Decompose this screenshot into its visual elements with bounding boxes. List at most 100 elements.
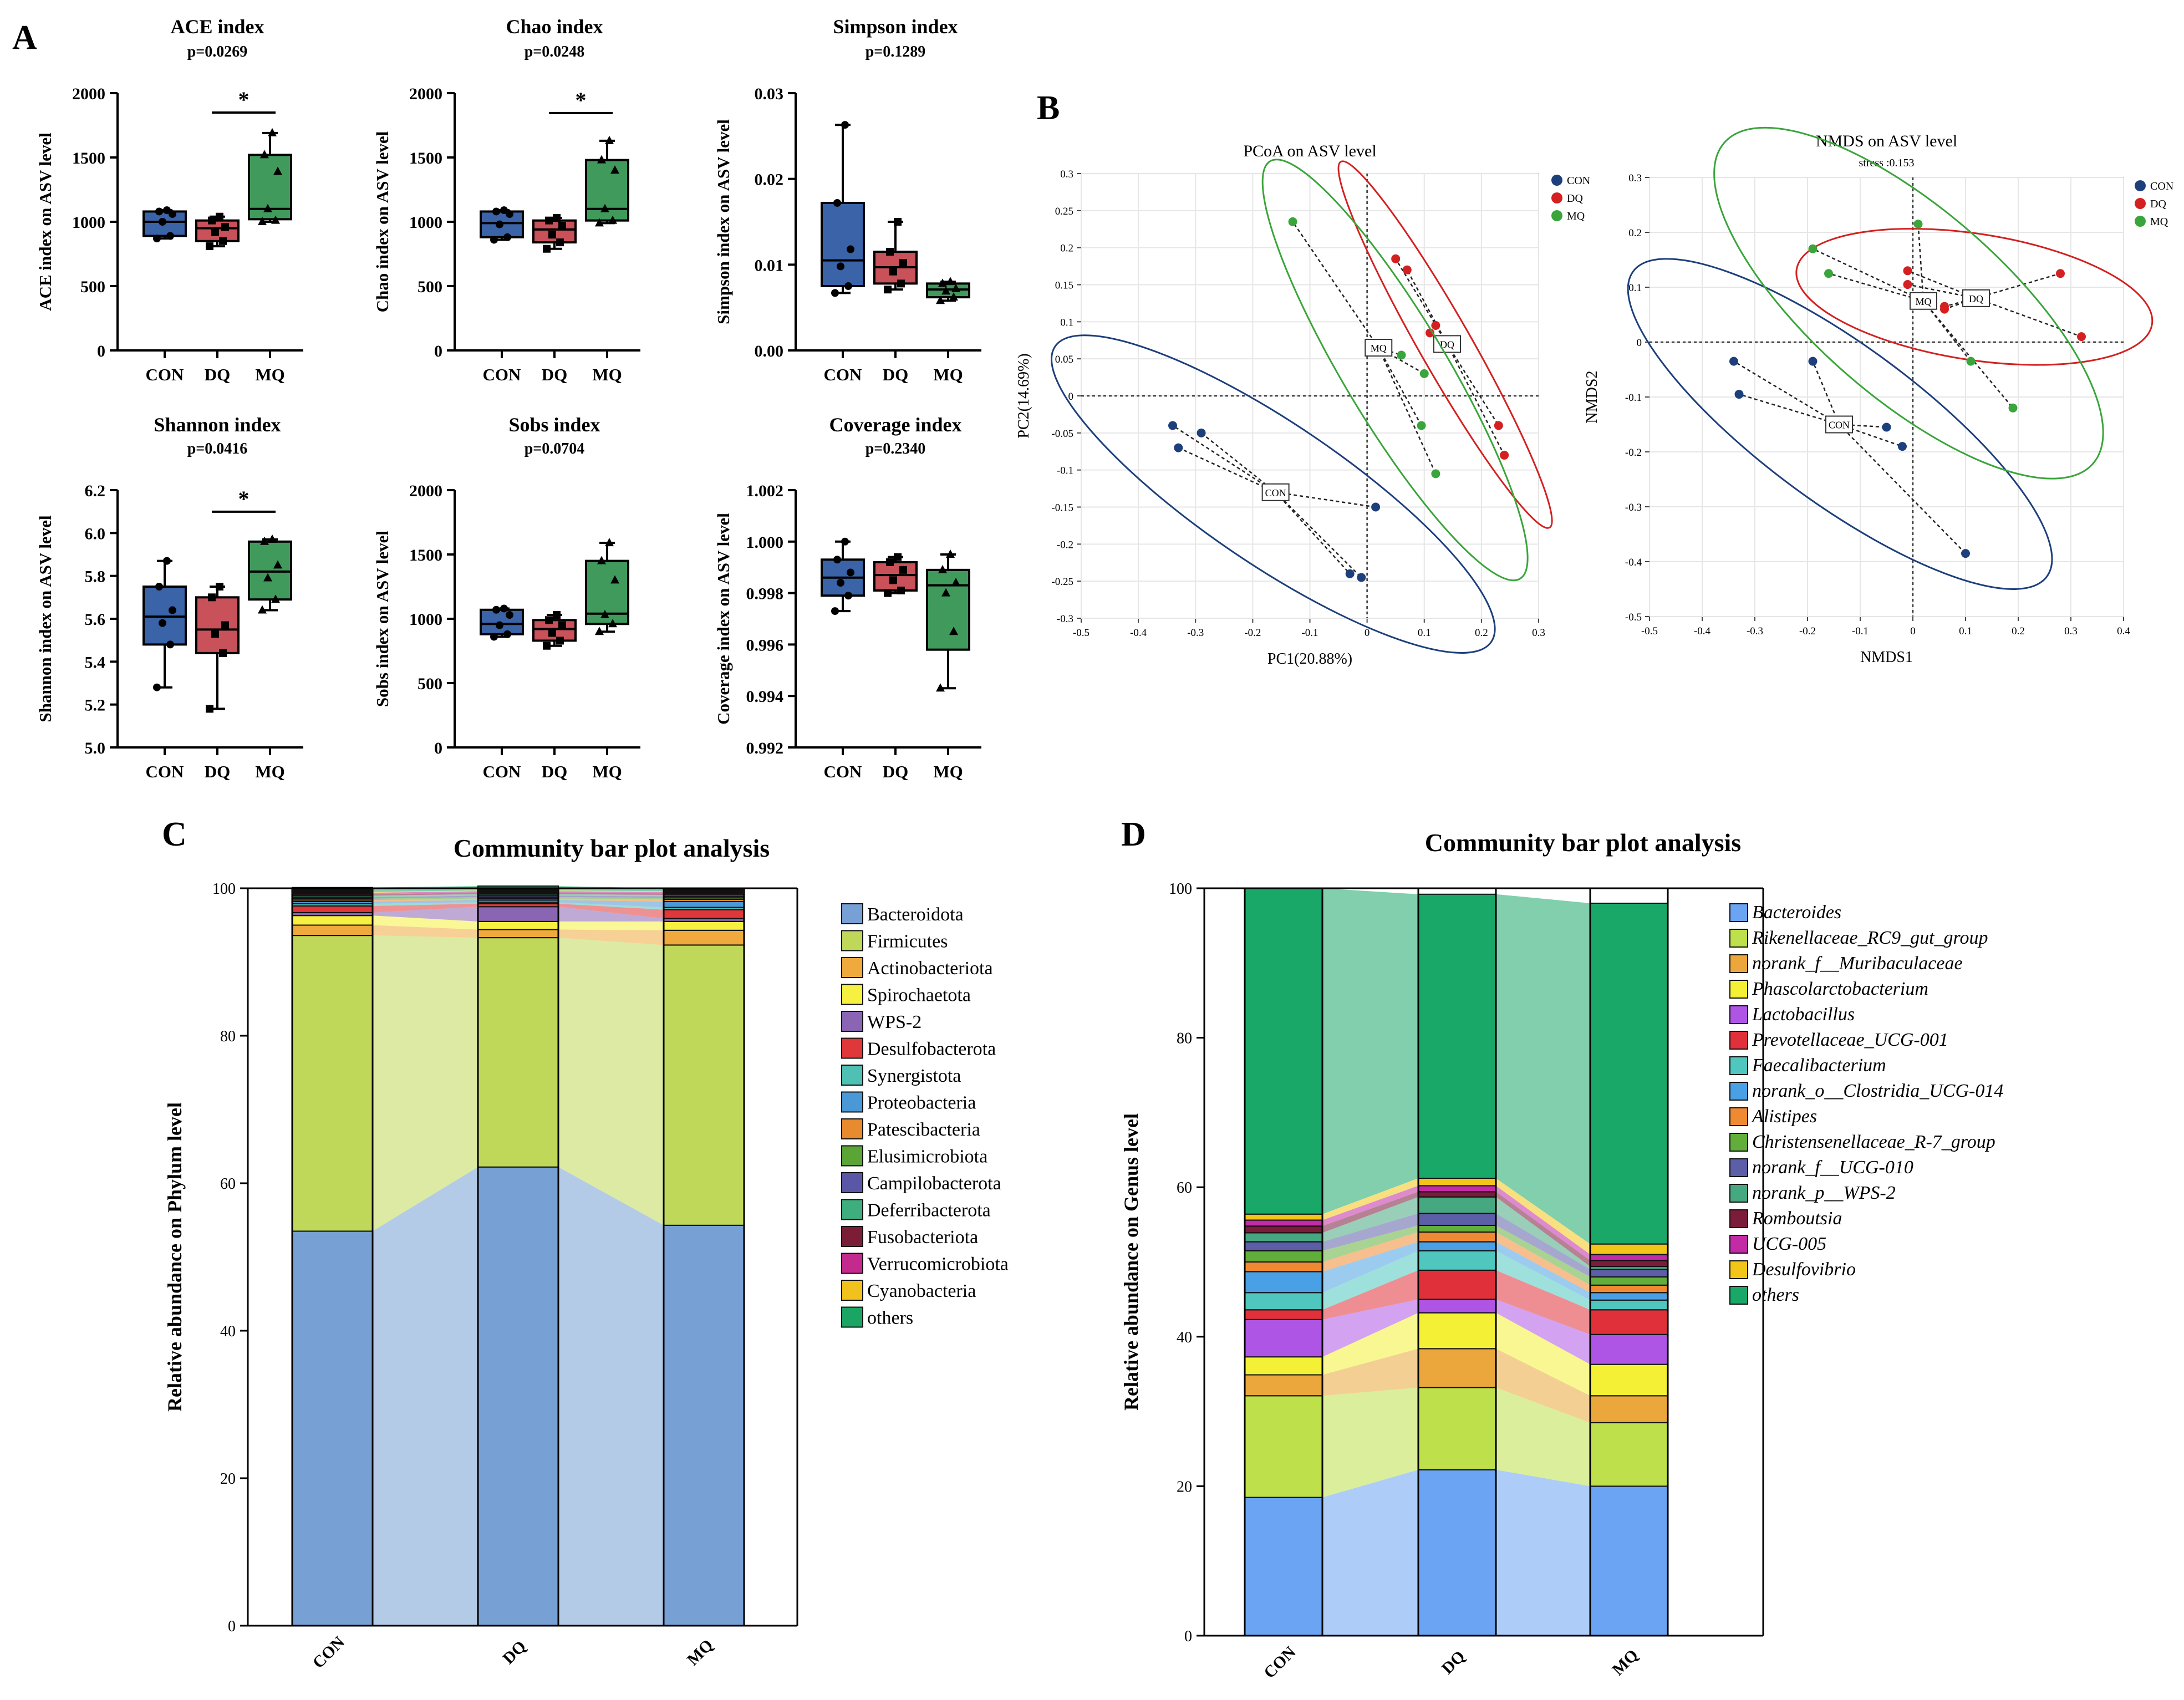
sample-point (1419, 369, 1429, 378)
sample-point (1197, 428, 1206, 437)
y-tick-label: 0 (97, 342, 105, 360)
legend-swatch (841, 1253, 863, 1274)
data-point (833, 198, 841, 207)
x-tick-label: DQ (205, 762, 231, 781)
ribbon-Rikenellaceae_RC9_gut_group (1496, 1387, 1590, 1487)
y-tick-label: 80 (1177, 1030, 1192, 1047)
bar-segment-Romboutsia (1590, 1260, 1668, 1268)
chart-title: NMDS on ASV level (1816, 132, 1957, 150)
ribbon-Firmicutes (558, 938, 664, 1225)
y-tick-label: 500 (418, 675, 442, 693)
legend-label: norank_f__UCG-010 (1752, 1157, 1913, 1178)
bar-top-cap (664, 888, 744, 894)
confidence-ellipse-dq (1337, 160, 1553, 529)
x-tick-label: CON (824, 762, 862, 781)
bar-segment-others (1418, 893, 1496, 1179)
data-point (951, 578, 960, 587)
boxplot-shannon: Shannon index p=0.0416 5.0 5.2 5.4 5.6 5.8 6.0 6… (35, 414, 303, 781)
centroid-box (1365, 339, 1393, 357)
y-tick-label: 40 (220, 1323, 236, 1340)
data-point (155, 207, 163, 216)
x-tick-label: CON (1260, 1643, 1300, 1682)
sample-point (1417, 421, 1426, 430)
y-tick-label: 6.0 (85, 525, 106, 543)
bar-segment-Lactobacillus (1418, 1299, 1496, 1314)
ribbon-Fusobacteriota (373, 892, 478, 896)
data-point (844, 282, 852, 290)
x-tick-label: CON (824, 365, 862, 384)
phylum-community-barplot: Community bar plot analysis CON DQ MQ 0 20 40 6… (164, 834, 1009, 1672)
legend-label: Prevotellaceae_UCG-001 (1752, 1030, 1948, 1050)
bar-segment-Desulfovibrio (1590, 1243, 1668, 1255)
legend-swatch (1729, 1031, 1748, 1050)
spider-line (1378, 347, 1437, 474)
ribbon-Elusimicrobiota (373, 897, 478, 900)
box-con (480, 608, 524, 635)
data-point (545, 616, 553, 624)
bar-segment-norank_p__WPS-2 (1418, 1196, 1496, 1214)
data-point (492, 605, 500, 614)
ribbon-others (1496, 894, 1590, 1244)
data-point (153, 683, 161, 691)
legend-swatch (1729, 954, 1748, 973)
bar-segment-Desulfovibrio (1418, 1178, 1496, 1187)
data-point (163, 557, 171, 565)
legend-label: Bacteroidota (867, 904, 964, 925)
bar-segment-norank_f__UCG-010 (1418, 1213, 1496, 1226)
ribbon-norank_f__Muribaculaceae (1496, 1348, 1590, 1423)
chart-pvalue: p=0.1289 (866, 43, 926, 60)
legend-swatch (1729, 1158, 1748, 1177)
x-tick-label: DQ (205, 365, 231, 384)
legend-label: CON (1567, 175, 1590, 187)
y-axis-label: Simpson index on ASV level (714, 119, 733, 324)
legend-label: Lactobacillus (1752, 1004, 1855, 1025)
bar-segment-Christensenellaceae_R-7_group (1418, 1224, 1496, 1233)
data-point (610, 575, 619, 584)
centroid-box (1910, 292, 1937, 310)
legend-swatch (1729, 1056, 1748, 1075)
bar-segment-Alistipes (1590, 1284, 1668, 1294)
legend-swatch (1729, 1209, 1748, 1228)
sample-point (1357, 573, 1366, 582)
confidence-ellipse-con (1627, 258, 2053, 591)
y-axis-label: Shannon index on ASV level (35, 515, 55, 722)
y-tick-label: 0.1 (1628, 282, 1642, 294)
legend-label: UCG-005 (1752, 1234, 1826, 1254)
x-tick-label: 0.2 (1475, 627, 1488, 639)
legend-label: Bacteroides (1752, 902, 1841, 923)
spider-line (1907, 283, 1977, 299)
sample-point (1966, 357, 1976, 366)
sample-point (1174, 443, 1183, 452)
data-point (208, 593, 216, 602)
x-tick-label: 0.3 (2064, 625, 2078, 637)
y-tick-label: 40 (1177, 1329, 1192, 1346)
sample-point (1431, 321, 1440, 330)
ribbon-Lactobacillus (1322, 1299, 1418, 1357)
data-point (208, 216, 216, 225)
y-tick-label: 500 (418, 278, 442, 296)
data-point (260, 536, 269, 545)
y-axis-label: ACE index on ASV level (35, 133, 55, 311)
panel-label-a: A (12, 19, 37, 57)
bar-segment-Prevotellaceae_UCG-001 (1244, 1309, 1323, 1320)
y-tick-label: 5.6 (85, 610, 106, 629)
data-point (548, 629, 556, 637)
data-point (553, 611, 561, 619)
y-tick-label: 500 (80, 278, 105, 296)
y-tick-label: 0.01 (755, 256, 784, 274)
y-tick-label: 0.25 (1055, 206, 1073, 217)
bar-segment-Lactobacillus (1590, 1333, 1668, 1365)
data-point (545, 216, 553, 225)
data-point (492, 207, 500, 216)
legend-swatch (841, 903, 863, 924)
bar-segment-Spirochaetota (477, 920, 559, 930)
data-point (936, 683, 945, 692)
data-point (496, 220, 503, 228)
y-tick-label: 1500 (409, 546, 442, 564)
y-tick-label: -0.15 (1051, 502, 1073, 514)
bar-segment-UCG-005 (1590, 1254, 1668, 1261)
legend-label: Verrucomicrobiota (867, 1254, 1009, 1275)
x-tick-label: DQ (1438, 1647, 1469, 1678)
legend-swatch (841, 1172, 863, 1193)
x-tick-label: 0 (1365, 627, 1370, 639)
